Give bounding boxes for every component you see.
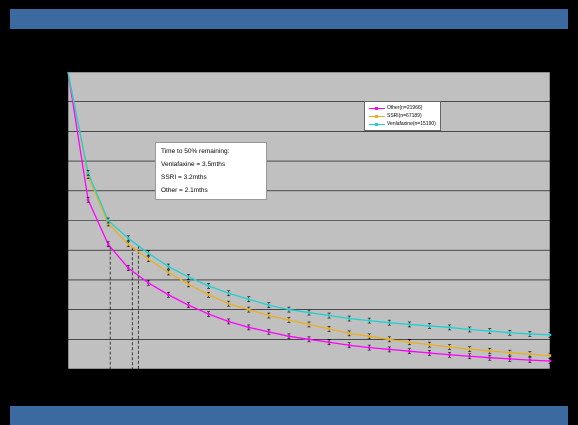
data-point: [327, 314, 331, 317]
footer-band: [10, 406, 568, 425]
data-point: [488, 329, 491, 333]
data-point: [247, 308, 250, 311]
data-point: [428, 343, 431, 346]
data-point: [448, 326, 451, 329]
data-point: [408, 341, 411, 344]
data-point: [167, 265, 170, 268]
data-point: [147, 281, 150, 285]
legend: Other(n=21966) SSRI(n=67189) Venlafaxine…: [364, 101, 441, 131]
data-point: [147, 251, 150, 255]
data-point: [508, 351, 512, 354]
data-point: [127, 266, 130, 270]
data-point: [247, 326, 250, 329]
legend-item-venlafaxine: Venlafaxine(n=15190): [369, 120, 436, 128]
annotation-title: Time to 50% remaining:: [161, 148, 230, 155]
data-point: [187, 303, 190, 307]
median-annotation: Time to 50% remaining: Venlafaxine = 3.5…: [155, 142, 267, 200]
legend-swatch-venlafaxine: [369, 122, 385, 126]
data-point: [167, 271, 170, 274]
data-point: [327, 341, 331, 344]
data-point: [86, 174, 90, 178]
data-point: [267, 314, 271, 317]
data-point: [388, 321, 391, 324]
annotation-line-ssri: SSRI = 3.2mths: [161, 174, 207, 181]
data-point: [307, 311, 311, 314]
median-markers: [109, 245, 139, 369]
data-point: [227, 320, 230, 323]
data-point: [187, 283, 190, 286]
legend-swatch-ssri: [369, 114, 385, 118]
grid-lines: [68, 101, 550, 340]
data-point: [548, 333, 552, 337]
data-point: [187, 275, 190, 279]
data-point: [488, 349, 491, 353]
data-point: [227, 302, 230, 305]
legend-label-other: Other(n=21966): [387, 105, 423, 111]
title-band: [10, 9, 568, 29]
data-point: [327, 327, 331, 331]
data-point: [468, 328, 471, 331]
data-point: [127, 237, 130, 240]
data-point: [167, 293, 170, 296]
legend-item-other: Other(n=21966): [369, 104, 436, 112]
data-point: [147, 257, 150, 261]
data-point: [247, 298, 250, 301]
data-point: [267, 303, 271, 307]
data-point: [347, 317, 351, 320]
data-point: [488, 356, 491, 359]
data-point: [468, 347, 471, 351]
data-point: [528, 352, 532, 356]
data-point: [548, 354, 552, 357]
data-point: [548, 359, 552, 363]
data-point: [267, 330, 271, 334]
data-point: [408, 349, 411, 353]
series-lines: [67, 71, 552, 364]
legend-label-venlafaxine: Venlafaxine(n=15190): [387, 121, 436, 127]
data-point: [408, 323, 411, 326]
data-point: [287, 308, 291, 311]
data-point: [448, 353, 451, 356]
data-point: [347, 344, 351, 347]
data-point: [127, 243, 130, 246]
annotation-line-other: Other = 2.1mths: [161, 187, 208, 194]
data-point: [287, 335, 291, 338]
data-point: [106, 243, 110, 246]
data-point: [508, 331, 512, 334]
data-point: [106, 219, 110, 222]
legend-item-ssri: SSRI(n=67189): [369, 112, 436, 120]
data-point: [287, 318, 291, 322]
data-point: [347, 332, 351, 335]
data-point: [106, 222, 110, 225]
legend-swatch-other: [369, 106, 385, 110]
data-point: [307, 323, 311, 326]
data-point: [468, 355, 471, 358]
data-point: [368, 335, 371, 338]
data-point: [388, 338, 391, 341]
data-point: [86, 198, 90, 201]
data-point: [388, 348, 391, 351]
data-point: [86, 171, 90, 175]
data-point: [368, 346, 371, 349]
annotation-line-venlafaxine: Venlafaxine = 3.5mths: [161, 161, 226, 168]
data-point: [307, 338, 311, 341]
legend-label-ssri: SSRI(n=67189): [387, 113, 422, 119]
data-point: [368, 319, 371, 322]
data-point: [448, 345, 451, 349]
data-point: [207, 312, 210, 316]
data-point: [207, 284, 210, 288]
data-point: [207, 293, 210, 296]
data-point: [508, 357, 512, 361]
data-point: [227, 292, 230, 295]
data-point: [528, 358, 532, 362]
data-point: [428, 324, 431, 328]
data-point: [428, 351, 431, 355]
data-point: [528, 332, 532, 336]
